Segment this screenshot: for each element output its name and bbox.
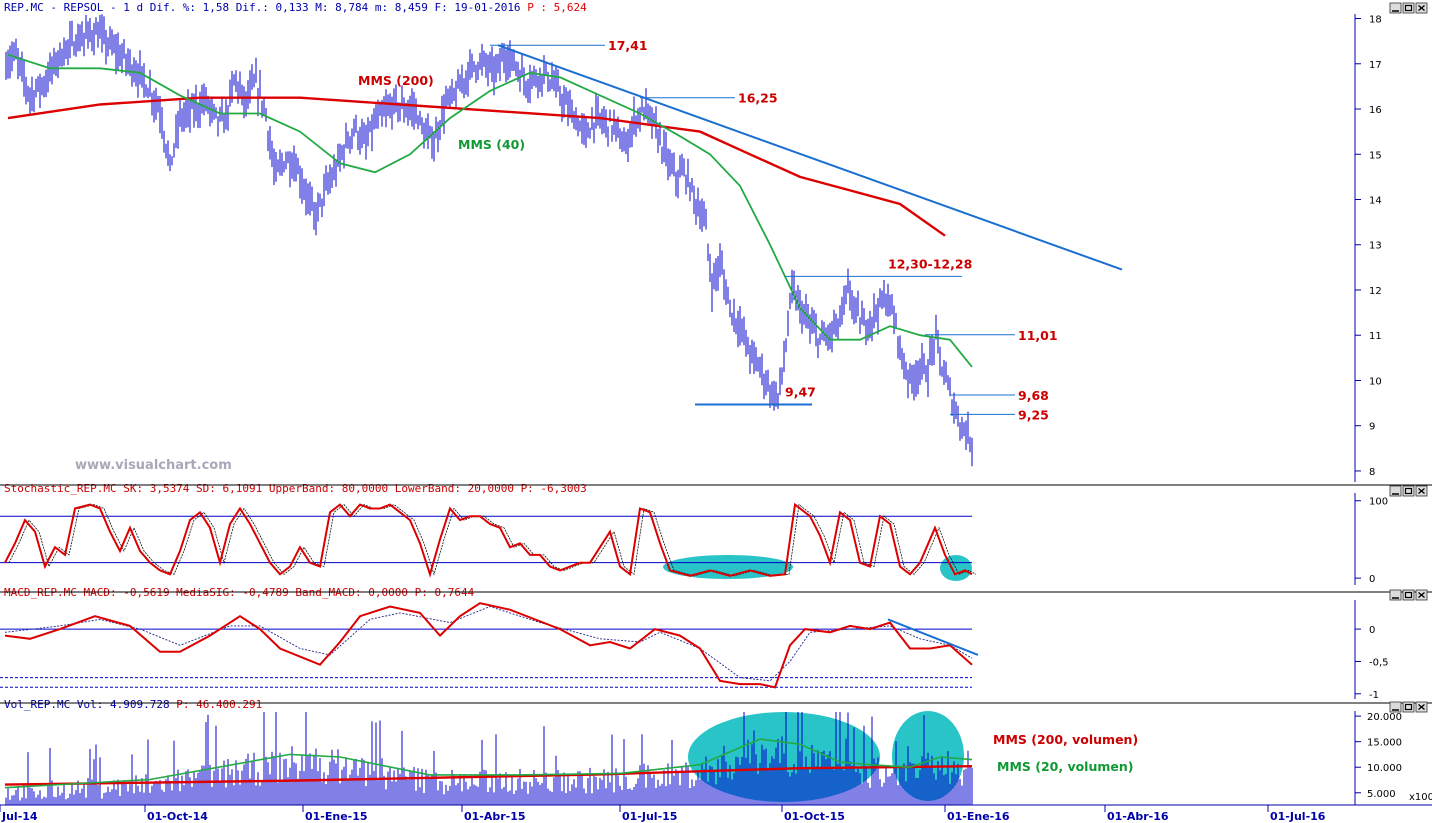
price-tick-label: 13 bbox=[1369, 241, 1382, 252]
mms40-line bbox=[7, 53, 973, 368]
close-window-min-button[interactable] bbox=[1389, 2, 1402, 14]
macd-line bbox=[4, 602, 973, 689]
x-tick-label: 01-Abr-16 bbox=[1107, 810, 1169, 823]
panel-frames bbox=[0, 14, 1432, 806]
vol-window-close-button[interactable] bbox=[1415, 701, 1428, 713]
stoch-window-close-button[interactable] bbox=[1415, 485, 1428, 497]
watermark: www.visualchart.com bbox=[75, 458, 232, 473]
price-y-axis: 8 9 10 11 12 13 14 15 16 17 18 bbox=[1355, 15, 1382, 478]
price-tick-label: 9 bbox=[1369, 422, 1375, 433]
mms200-label: MMS (200) bbox=[358, 73, 434, 88]
price-bars bbox=[5, 14, 973, 467]
macd-tick-label: -1 bbox=[1369, 690, 1379, 701]
volume-panel: Vol_REP.MC Vol: 4.909.728 P: 46.400.291 … bbox=[4, 698, 1432, 805]
stoch-header: Stochastic_REP.MC SK: 3,5374 SD: 6,1091 … bbox=[4, 482, 587, 495]
vol-tick-label: 5.000 bbox=[1367, 789, 1396, 800]
stoch-window-min-button[interactable] bbox=[1389, 485, 1402, 497]
price-tick-label: 17 bbox=[1369, 60, 1382, 71]
vol-mms20-label: MMS (20, volumen) bbox=[997, 759, 1133, 774]
price-tick-label: 12 bbox=[1369, 286, 1382, 297]
vol-tick-label: 20.000 bbox=[1367, 712, 1402, 723]
macd-window-max-button[interactable] bbox=[1402, 589, 1415, 601]
vol-header: Vol_REP.MC Vol: 4.909.728 P: 46.400.291 bbox=[4, 698, 262, 711]
vol-window-min-button[interactable] bbox=[1389, 701, 1402, 713]
stoch-sd-line bbox=[8, 503, 977, 577]
macd-tick-label: 0 bbox=[1369, 625, 1375, 636]
level-label: 11,01 bbox=[1018, 328, 1058, 343]
stoch-tick-label: 0 bbox=[1369, 574, 1375, 585]
stochastic-panel: Stochastic_REP.MC SK: 3,5374 SD: 6,1091 … bbox=[0, 482, 1388, 585]
x-tick-label: 01-Oct-15 bbox=[784, 810, 845, 823]
close-window-max-button[interactable] bbox=[1402, 2, 1415, 14]
price-tick-label: 14 bbox=[1369, 195, 1382, 206]
vol-mms20-line bbox=[4, 738, 973, 789]
x-tick-label: 01-Ene-15 bbox=[305, 810, 368, 823]
price-tick-label: 16 bbox=[1369, 105, 1382, 116]
vol-window-max-button[interactable] bbox=[1402, 701, 1415, 713]
macd-signal-line bbox=[4, 606, 973, 682]
level-label: 9,47 bbox=[785, 384, 816, 399]
price-tick-label: 15 bbox=[1369, 150, 1382, 161]
close-window-close-button[interactable] bbox=[1415, 2, 1428, 14]
vol-mms200-label: MMS (200, volumen) bbox=[993, 732, 1138, 747]
x-tick-label: 01-Jul-15 bbox=[622, 810, 677, 823]
mms200-line bbox=[7, 96, 946, 237]
stoch-window-max-button[interactable] bbox=[1402, 485, 1415, 497]
level-label: 17,41 bbox=[608, 38, 648, 53]
price-tick-label: 10 bbox=[1369, 376, 1382, 387]
price-tick-label: 18 bbox=[1369, 15, 1382, 26]
price-panel: REP.MC - REPSOL - 1 d Dif. %: 1,58 Dif.:… bbox=[4, 1, 1382, 478]
macd-tick-label: -0,5 bbox=[1369, 657, 1389, 668]
mms40-label: MMS (40) bbox=[458, 137, 525, 152]
price-header: REP.MC - REPSOL - 1 d Dif. %: 1,58 Dif.:… bbox=[4, 1, 587, 14]
price-levels: 17,41 16,25 12,30-12,28 11,01 9,68 9,25 9,47 bbox=[490, 38, 1058, 422]
x-tick-label: 01-Ene-16 bbox=[947, 810, 1010, 823]
macd-y-axis: 0 -0,5 -1 bbox=[0, 625, 1389, 701]
level-label: 9,68 bbox=[1018, 388, 1049, 403]
level-label: 12,30-12,28 bbox=[888, 256, 972, 271]
x-tick-label: 01-Abr-15 bbox=[464, 810, 526, 823]
trend-line bbox=[497, 44, 1123, 271]
stoch-highlight-2 bbox=[940, 555, 972, 581]
vol-y-axis: 5.000 10.000 15.000 20.000 bbox=[1355, 712, 1402, 800]
window-buttons bbox=[1389, 2, 1428, 713]
level-label: 16,25 bbox=[738, 91, 778, 106]
macd-panel: MACD_REP.MC MACD: -0,5619 MediaSIG: -0,4… bbox=[0, 586, 1389, 701]
level-label: 9,25 bbox=[1018, 407, 1049, 422]
vol-tick-label: 15.000 bbox=[1367, 738, 1402, 749]
macd-window-close-button[interactable] bbox=[1415, 589, 1428, 601]
vol-tick-label: 10.000 bbox=[1367, 763, 1402, 774]
macd-window-min-button[interactable] bbox=[1389, 589, 1402, 601]
x-tick-label: 01-Jul-16 bbox=[1270, 810, 1326, 823]
price-tick-label: 11 bbox=[1369, 331, 1382, 342]
x-tick-label: 01-Oct-14 bbox=[147, 810, 208, 823]
stoch-tick-label: 100 bbox=[1369, 497, 1388, 508]
stoch-sk-line bbox=[4, 502, 973, 578]
vol-unit: x1000 bbox=[1409, 792, 1432, 803]
x-tick-label: Jul-14 bbox=[1, 810, 38, 823]
price-tick-label: 8 bbox=[1369, 467, 1375, 478]
x-axis: Jul-14 01-Oct-14 01-Ene-15 01-Abr-15 01-Jul-… bbox=[0, 805, 1326, 823]
macd-trend-line bbox=[887, 618, 979, 656]
